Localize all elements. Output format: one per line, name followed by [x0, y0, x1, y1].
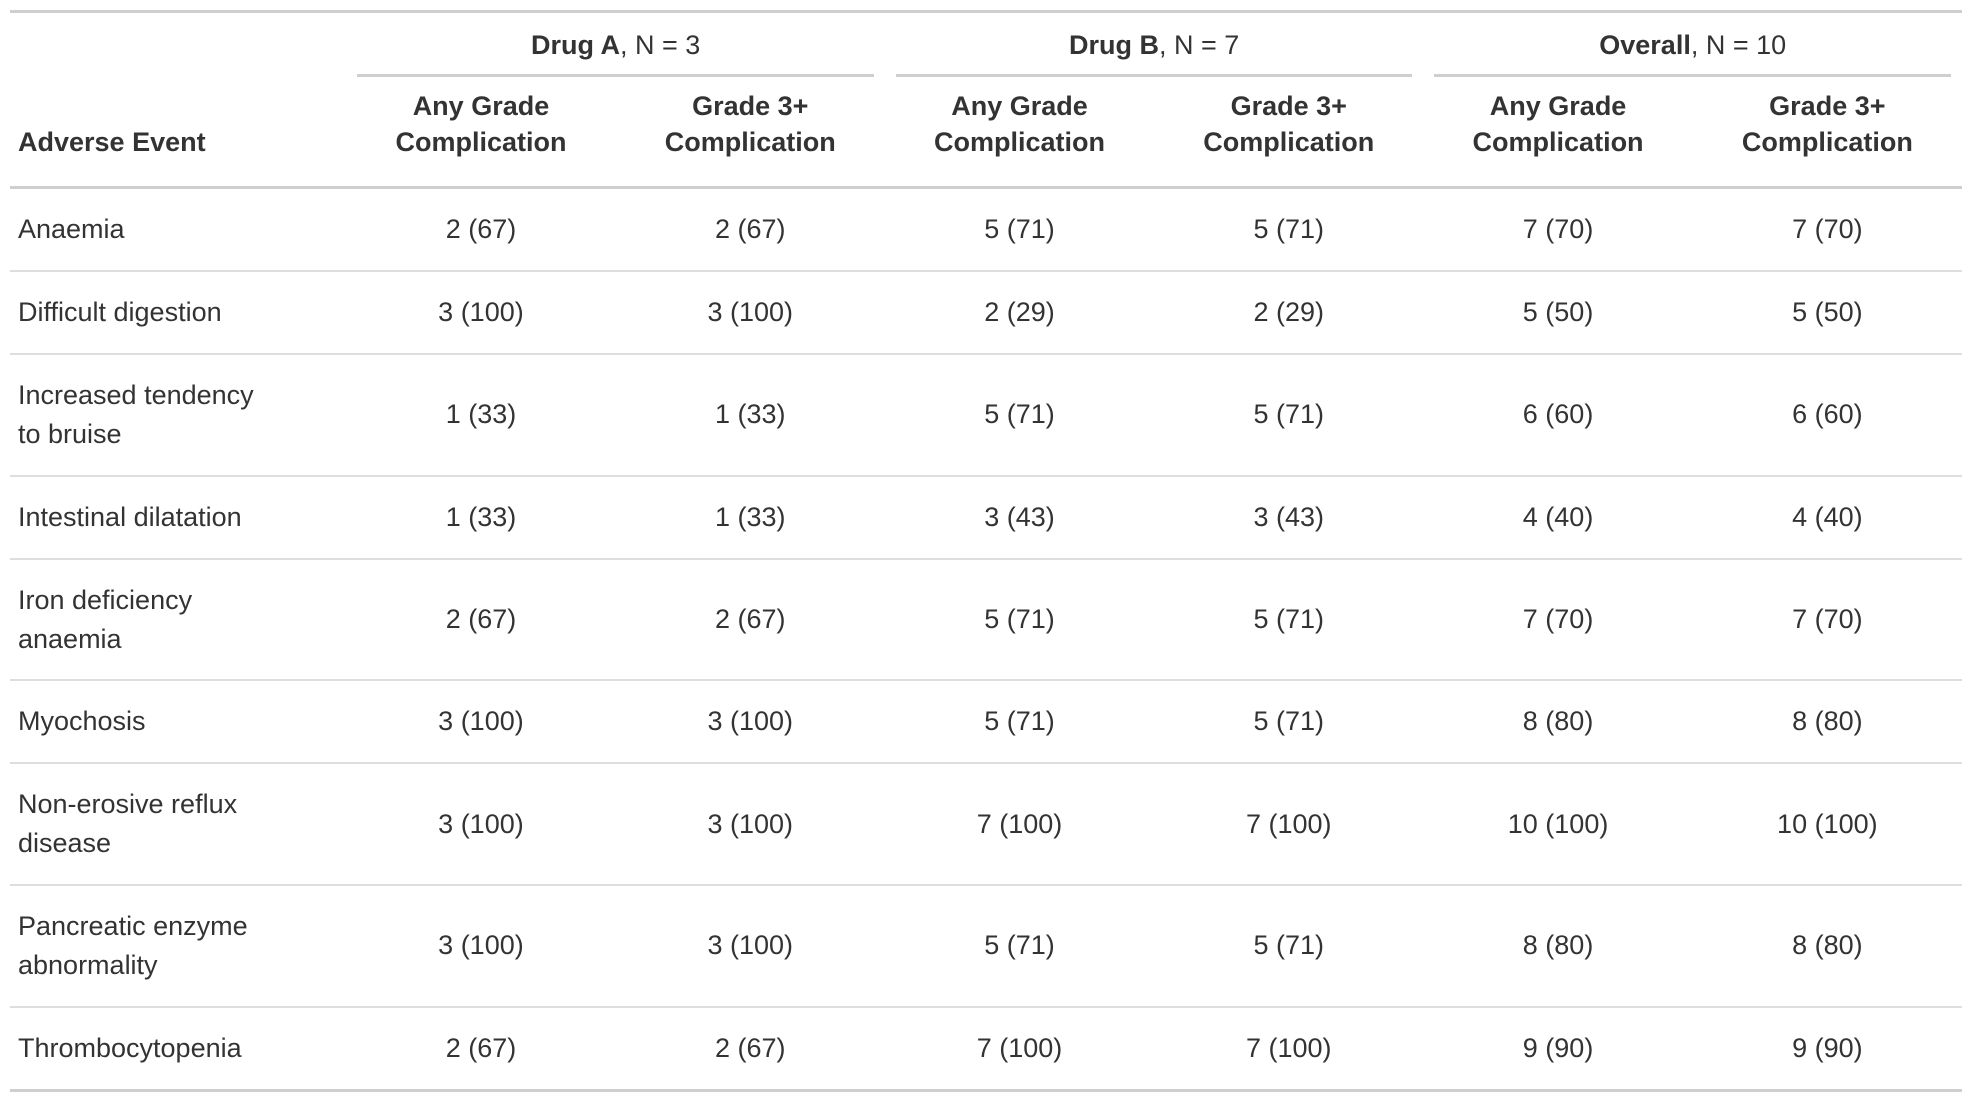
value-cell: 5 (71) [1253, 214, 1325, 245]
table-row: Non-erosive reflux disease 3 (100) 3 (10… [10, 762, 1962, 885]
value-cell: 7 (70) [1423, 557, 1693, 681]
value-cell: 9 (90) [1423, 1005, 1693, 1092]
value-cell: 7 (70) [1522, 214, 1594, 245]
value-cell: 1 (33) [615, 474, 885, 559]
column-header: Grade 3+ Complication [1154, 77, 1424, 190]
column-header: Grade 3+ Complication [615, 77, 885, 190]
value-cell: 5 (50) [1423, 270, 1693, 354]
value-cell: 5 (71) [884, 679, 1155, 764]
adverse-event-cell: Increased tendency to bruise [10, 353, 347, 476]
table-row: Intestinal dilatation 1 (33) 1 (33) 3 (4… [10, 474, 1962, 559]
value-cell: 3 (100) [615, 679, 885, 764]
adverse-event-cell: Myochosis [10, 679, 347, 764]
table-row: Iron deficiency anaemia 2 (67) 2 (67) 5 … [10, 557, 1962, 681]
value-cell: 2 (29) [1154, 270, 1424, 354]
value-cell: 2 (67) [615, 1005, 885, 1092]
table-row: Pancreatic enzyme abnormality 3 (100) 3 … [10, 884, 1962, 1007]
value-cell: 6 (60) [1423, 353, 1693, 476]
column-header: Any Grade Complication [884, 77, 1155, 190]
value-cell: 5 (50) [1692, 270, 1962, 354]
value-cell: 10 (100) [1692, 762, 1962, 885]
value-cell: 6 (60) [1692, 353, 1962, 476]
column-header-row: Any Grade Complication Grade 3+ Complica… [10, 77, 1962, 190]
value-cell: 5 (71) [1154, 353, 1424, 476]
adverse-event-cell: Pancreatic enzyme abnormality [10, 884, 347, 1007]
value-cell: 1 (33) [346, 353, 616, 476]
value-cell: 4 (40) [1423, 474, 1693, 559]
value-cell: 5 (71) [1154, 679, 1424, 764]
column-header: Any Grade Complication [1423, 77, 1693, 190]
stub-column-header: Adverse Event [10, 11, 347, 190]
adverse-event-cell: Intestinal dilatation [10, 474, 347, 559]
value-cell: 5 (71) [884, 557, 1155, 681]
value-cell: 5 (71) [984, 214, 1055, 245]
spanner-drug-b-label: Drug B, N = 7 [895, 13, 1413, 77]
value-cell: 5 (71) [1154, 557, 1424, 681]
value-cell: 7 (100) [884, 1005, 1155, 1092]
value-cell: 3 (43) [1154, 474, 1424, 559]
column-header: Grade 3+ Complication [1692, 77, 1962, 190]
value-cell: 2 (67) [346, 557, 616, 681]
value-cell: 3 (100) [615, 884, 885, 1007]
value-cell: 8 (80) [1692, 679, 1962, 764]
value-cell: 7 (70) [1692, 557, 1962, 681]
value-cell: 7 (100) [884, 762, 1155, 885]
adverse-event-cell: Iron deficiency anaemia [10, 557, 347, 681]
table-header: Adverse Event Drug A, N = 3 Drug B, N = … [10, 11, 1962, 190]
value-cell: 7 (100) [1154, 1005, 1424, 1092]
value-cell: 2 (29) [884, 270, 1155, 354]
spanner-drug-a-label: Drug A, N = 3 [357, 13, 874, 77]
spanner-drug-a: Drug A, N = 3 [346, 12, 885, 77]
spanner-overall: Overall, N = 10 [1423, 12, 1962, 77]
spanner-overall-label: Overall, N = 10 [1434, 13, 1951, 77]
value-cell: 8 (80) [1423, 679, 1693, 764]
value-cell: 3 (100) [346, 679, 616, 764]
spanner-drug-b: Drug B, N = 7 [885, 12, 1424, 77]
value-cell: 8 (80) [1423, 884, 1693, 1007]
value-cell: 5 (71) [1154, 884, 1424, 1007]
value-cell: 2 (67) [714, 214, 786, 245]
value-cell: 10 (100) [1423, 762, 1693, 885]
value-cell: 7 (70) [1792, 214, 1863, 245]
value-cell: 1 (33) [615, 353, 885, 476]
value-cell: 3 (100) [346, 762, 616, 885]
adverse-event-cell: Anaemia [18, 214, 125, 245]
adverse-event-cell: Difficult digestion [10, 270, 347, 354]
value-cell: 3 (43) [884, 474, 1155, 559]
adverse-event-cell: Non-erosive reflux disease [10, 762, 347, 885]
table-row: Myochosis 3 (100) 3 (100) 5 (71) 5 (71) … [10, 679, 1962, 764]
table-row: Difficult digestion 3 (100) 3 (100) 2 (2… [10, 270, 1962, 354]
value-cell: 4 (40) [1692, 474, 1962, 559]
value-cell: 3 (100) [346, 270, 616, 354]
table-row: Anaemia 2 (67) 2 (67) 5 (71) 5 (71) 7 (7… [10, 188, 1962, 271]
table-row: Thrombocytopenia 2 (67) 2 (67) 7 (100) 7… [10, 1005, 1962, 1092]
table-body: Anaemia 2 (67) 2 (67) 5 (71) 5 (71) 7 (7… [10, 188, 1962, 1092]
value-cell: 2 (67) [615, 557, 885, 681]
value-cell: 3 (100) [346, 884, 616, 1007]
value-cell: 1 (33) [346, 474, 616, 559]
adverse-event-cell: Thrombocytopenia [10, 1005, 347, 1092]
column-header: Any Grade Complication [346, 77, 616, 190]
table-row: Increased tendency to bruise 1 (33) 1 (3… [10, 353, 1962, 476]
value-cell: 5 (71) [884, 884, 1155, 1007]
value-cell: 8 (80) [1692, 884, 1962, 1007]
value-cell: 2 (67) [346, 1005, 616, 1092]
spanner-row: Adverse Event Drug A, N = 3 Drug B, N = … [10, 11, 1962, 190]
value-cell: 9 (90) [1692, 1005, 1962, 1092]
value-cell: 3 (100) [615, 762, 885, 885]
value-cell: 2 (67) [445, 214, 517, 245]
adverse-events-table: Adverse Event Drug A, N = 3 Drug B, N = … [10, 10, 1962, 1092]
value-cell: 5 (71) [884, 353, 1155, 476]
value-cell: 7 (100) [1154, 762, 1424, 885]
value-cell: 3 (100) [615, 270, 885, 354]
